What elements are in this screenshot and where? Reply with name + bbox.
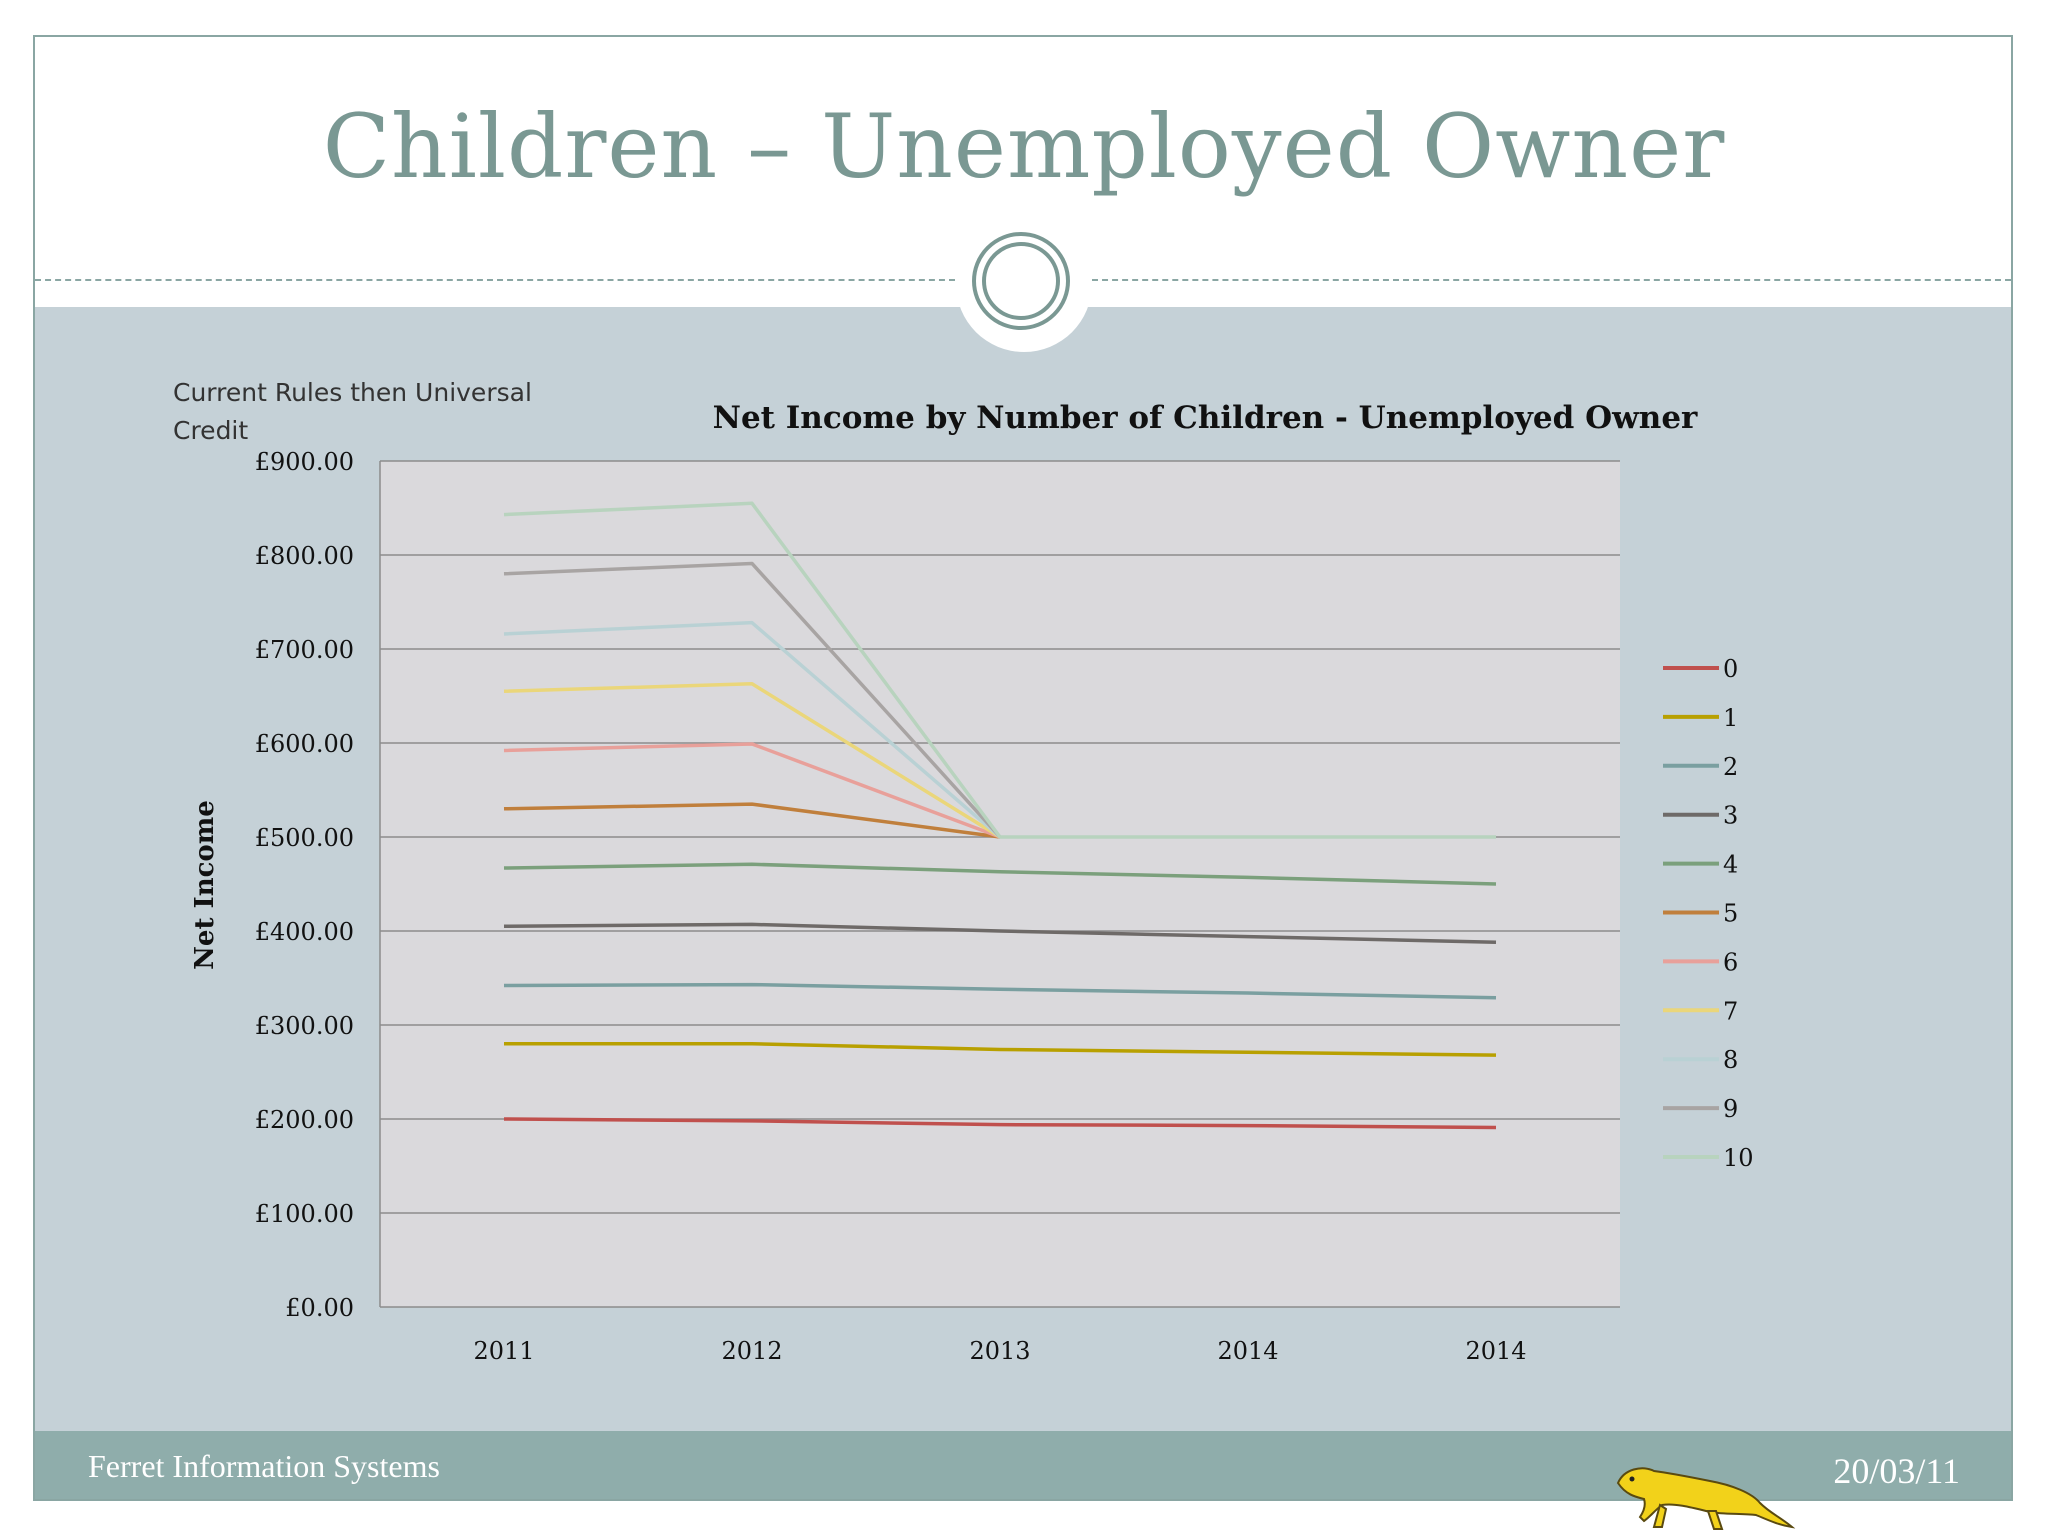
series-line-8 — [503, 620, 1002, 839]
series-line-2 — [503, 982, 1497, 1000]
x-tick-label: 2012 — [721, 1337, 782, 1365]
legend-label: 2 — [1723, 753, 1738, 781]
legend-label: 5 — [1723, 900, 1738, 928]
chart-title: Net Income by Number of Children - Unemp… — [713, 400, 1698, 436]
ornament-ring-outer — [972, 232, 1070, 330]
legend: 0 1 2 3 4 5 6 7 8 9 10 — [1663, 655, 1754, 1172]
series-line-4 — [503, 862, 1497, 886]
y-tick-label: £600.00 — [255, 730, 354, 758]
x-tick-label: 2014 — [1217, 1337, 1278, 1365]
series-line-3 — [503, 922, 1497, 945]
legend-label: 9 — [1723, 1095, 1738, 1123]
legend-label: 4 — [1723, 851, 1738, 879]
slide-title: Children – Unemployed Owner — [322, 95, 1726, 198]
x-tick-label: 2013 — [969, 1337, 1030, 1365]
series-line-1 — [504, 1042, 1497, 1057]
y-tick-label: £800.00 — [255, 542, 354, 570]
series-line-9 — [503, 561, 1002, 839]
series-line-10 — [503, 501, 1496, 839]
y-tick-label: £0.00 — [285, 1294, 354, 1322]
y-tick-label: £500.00 — [255, 824, 354, 852]
y-tick-label: £200.00 — [255, 1106, 354, 1134]
series-line-5 — [503, 802, 1001, 839]
y-tick-label: £400.00 — [255, 918, 354, 946]
footer-organization: Ferret Information Systems — [88, 1448, 440, 1484]
title-divider-right — [1092, 279, 2011, 281]
footer-date: 20/03/11 — [1833, 1451, 1960, 1491]
plot-area — [380, 461, 1620, 1307]
series-lines — [503, 501, 1497, 1130]
ferret-logo-icon — [1616, 1467, 1796, 1530]
legend-label: 6 — [1723, 948, 1738, 976]
legend-label: 1 — [1723, 704, 1738, 732]
chart-note: Current Rules then Universal Credit — [173, 378, 532, 445]
y-axis-label: Net Income — [190, 800, 220, 970]
y-tick-label: £100.00 — [255, 1200, 354, 1228]
legend-label: 8 — [1723, 1046, 1738, 1074]
y-tick-label: £700.00 — [255, 636, 354, 664]
series-line-6 — [503, 742, 1001, 839]
y-tick-label: £300.00 — [255, 1012, 354, 1040]
x-tick-label: 2011 — [473, 1337, 534, 1365]
ornament-ring-inner — [982, 242, 1060, 320]
title-divider-left — [35, 279, 955, 281]
legend-label: 0 — [1723, 655, 1738, 683]
x-tick-label: 2014 — [1465, 1337, 1526, 1365]
series-line-7 — [503, 682, 1001, 839]
legend-label: 10 — [1723, 1144, 1754, 1172]
legend-label: 7 — [1723, 997, 1738, 1025]
axes: £0.00 £100.00 £200.00 £300.00 £400.00 £500.00… — [255, 448, 1527, 1365]
y-tick-label: £900.00 — [255, 448, 354, 476]
series-line-0 — [503, 1117, 1497, 1130]
legend-label: 3 — [1723, 802, 1738, 830]
